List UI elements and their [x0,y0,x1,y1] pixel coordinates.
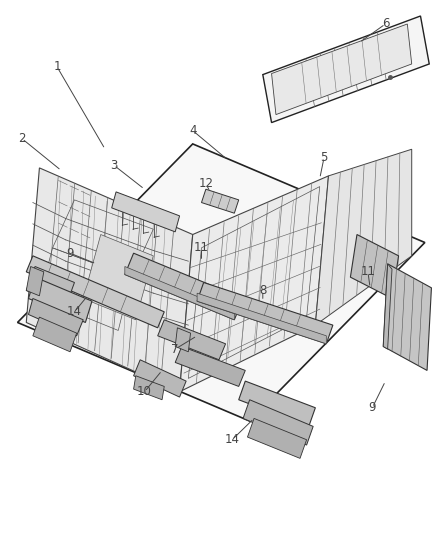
Polygon shape [83,235,153,320]
Polygon shape [383,264,431,370]
Polygon shape [26,266,74,306]
Text: 6: 6 [381,18,389,30]
Text: 14: 14 [225,433,240,446]
Polygon shape [180,176,328,392]
Polygon shape [247,418,307,458]
Text: 11: 11 [360,265,375,278]
Polygon shape [112,192,180,232]
Polygon shape [201,189,239,213]
Polygon shape [26,266,44,296]
Text: 10: 10 [137,385,152,398]
Polygon shape [134,376,164,400]
Polygon shape [125,266,234,320]
Text: 11: 11 [194,241,209,254]
Polygon shape [134,360,186,397]
Polygon shape [239,381,315,426]
Polygon shape [26,256,164,328]
Polygon shape [197,282,333,344]
Text: 14: 14 [67,305,82,318]
Text: 12: 12 [198,177,213,190]
Text: 5: 5 [321,151,328,164]
Polygon shape [197,293,326,344]
Polygon shape [33,317,77,352]
Text: 9: 9 [368,401,376,414]
Polygon shape [243,400,313,445]
Polygon shape [175,346,245,386]
Text: 4: 4 [189,124,197,137]
Polygon shape [315,149,412,325]
Text: 7: 7 [171,343,179,356]
Polygon shape [350,235,399,298]
Polygon shape [28,277,92,322]
Polygon shape [28,298,83,336]
Polygon shape [158,320,226,360]
Text: 1: 1 [53,60,61,73]
Polygon shape [26,168,193,392]
Text: 3: 3 [110,159,117,172]
Text: 9: 9 [66,247,74,260]
Polygon shape [18,144,425,421]
Polygon shape [125,253,243,320]
Text: 2: 2 [18,132,26,145]
Text: 8: 8 [259,284,266,297]
Polygon shape [383,264,392,349]
Polygon shape [272,24,412,115]
Polygon shape [263,16,429,123]
Polygon shape [175,328,191,352]
